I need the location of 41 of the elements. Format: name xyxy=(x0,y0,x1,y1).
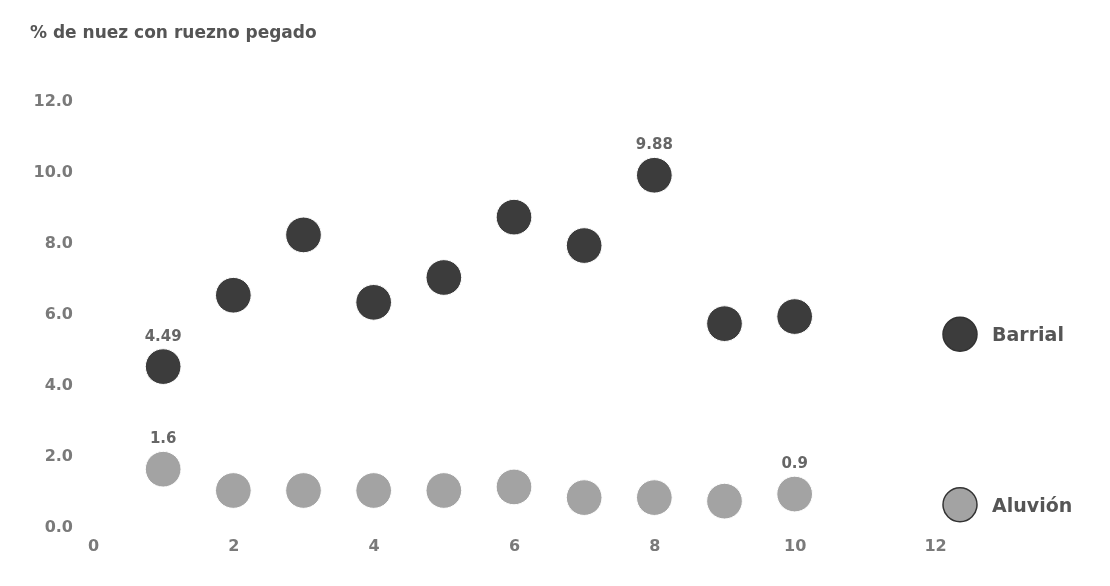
y-tick-label: 12.0 xyxy=(33,90,73,110)
x-tick-label: 12 xyxy=(924,536,947,556)
point xyxy=(706,482,743,520)
y-tick-label: 6.0 xyxy=(44,303,73,323)
x-tick-label: 0 xyxy=(87,536,100,556)
y-tick-label: 8.0 xyxy=(44,232,73,252)
point xyxy=(635,479,673,516)
point xyxy=(565,227,603,264)
y-tick-label: 10.0 xyxy=(33,161,73,181)
point xyxy=(776,475,814,513)
data-label: 4.49 xyxy=(144,326,182,345)
chart-title: % de nuez con ruezno pegado xyxy=(30,22,317,42)
y-tick-label: 0.0 xyxy=(44,516,73,536)
point xyxy=(495,198,533,236)
y-tick-label: 4.0 xyxy=(44,374,73,394)
point xyxy=(565,479,603,516)
x-tick-label: 4 xyxy=(368,536,380,556)
y-tick-label: 2.0 xyxy=(44,445,73,465)
data-label: 9.88 xyxy=(635,135,673,154)
data-label: 0.9 xyxy=(781,454,808,473)
point xyxy=(635,156,673,194)
x-tick-label: 8 xyxy=(649,536,661,556)
point xyxy=(214,472,252,509)
point xyxy=(776,298,814,335)
legend-label: Barrial xyxy=(992,323,1064,346)
point xyxy=(214,276,252,314)
point xyxy=(495,468,533,506)
x-tick-label: 6 xyxy=(508,536,521,556)
data-label: 1.6 xyxy=(149,429,177,448)
point xyxy=(425,472,463,509)
x-tick-label: 2 xyxy=(228,536,240,556)
legend-label: Aluvión xyxy=(992,493,1073,516)
point xyxy=(285,216,322,254)
point xyxy=(355,472,393,509)
point xyxy=(285,472,322,509)
point xyxy=(144,348,182,385)
x-tick-label: 10 xyxy=(784,536,807,556)
point xyxy=(355,284,393,321)
point xyxy=(144,450,182,488)
point xyxy=(425,259,463,296)
point xyxy=(706,305,743,342)
